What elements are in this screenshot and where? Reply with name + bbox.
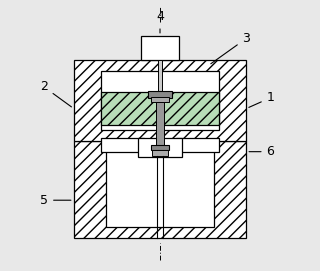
Text: 6: 6 (249, 145, 275, 158)
Bar (151, 146, 169, 150)
Text: 4: 4 (156, 10, 164, 33)
Bar (101, 71, 219, 130)
Bar (156, 102, 164, 148)
Bar (74, 141, 246, 238)
Bar (151, 97, 169, 102)
Bar (74, 60, 246, 141)
Bar (139, 138, 181, 157)
Bar (158, 60, 162, 91)
Bar (101, 138, 144, 152)
Text: 3: 3 (211, 32, 250, 64)
Bar (148, 91, 172, 98)
Bar (101, 92, 219, 125)
Text: 5: 5 (40, 194, 71, 207)
Bar (141, 36, 179, 60)
Bar (106, 149, 214, 227)
Text: 2: 2 (40, 80, 71, 107)
Bar (176, 138, 219, 152)
Bar (152, 150, 168, 156)
Text: 1: 1 (249, 91, 275, 107)
